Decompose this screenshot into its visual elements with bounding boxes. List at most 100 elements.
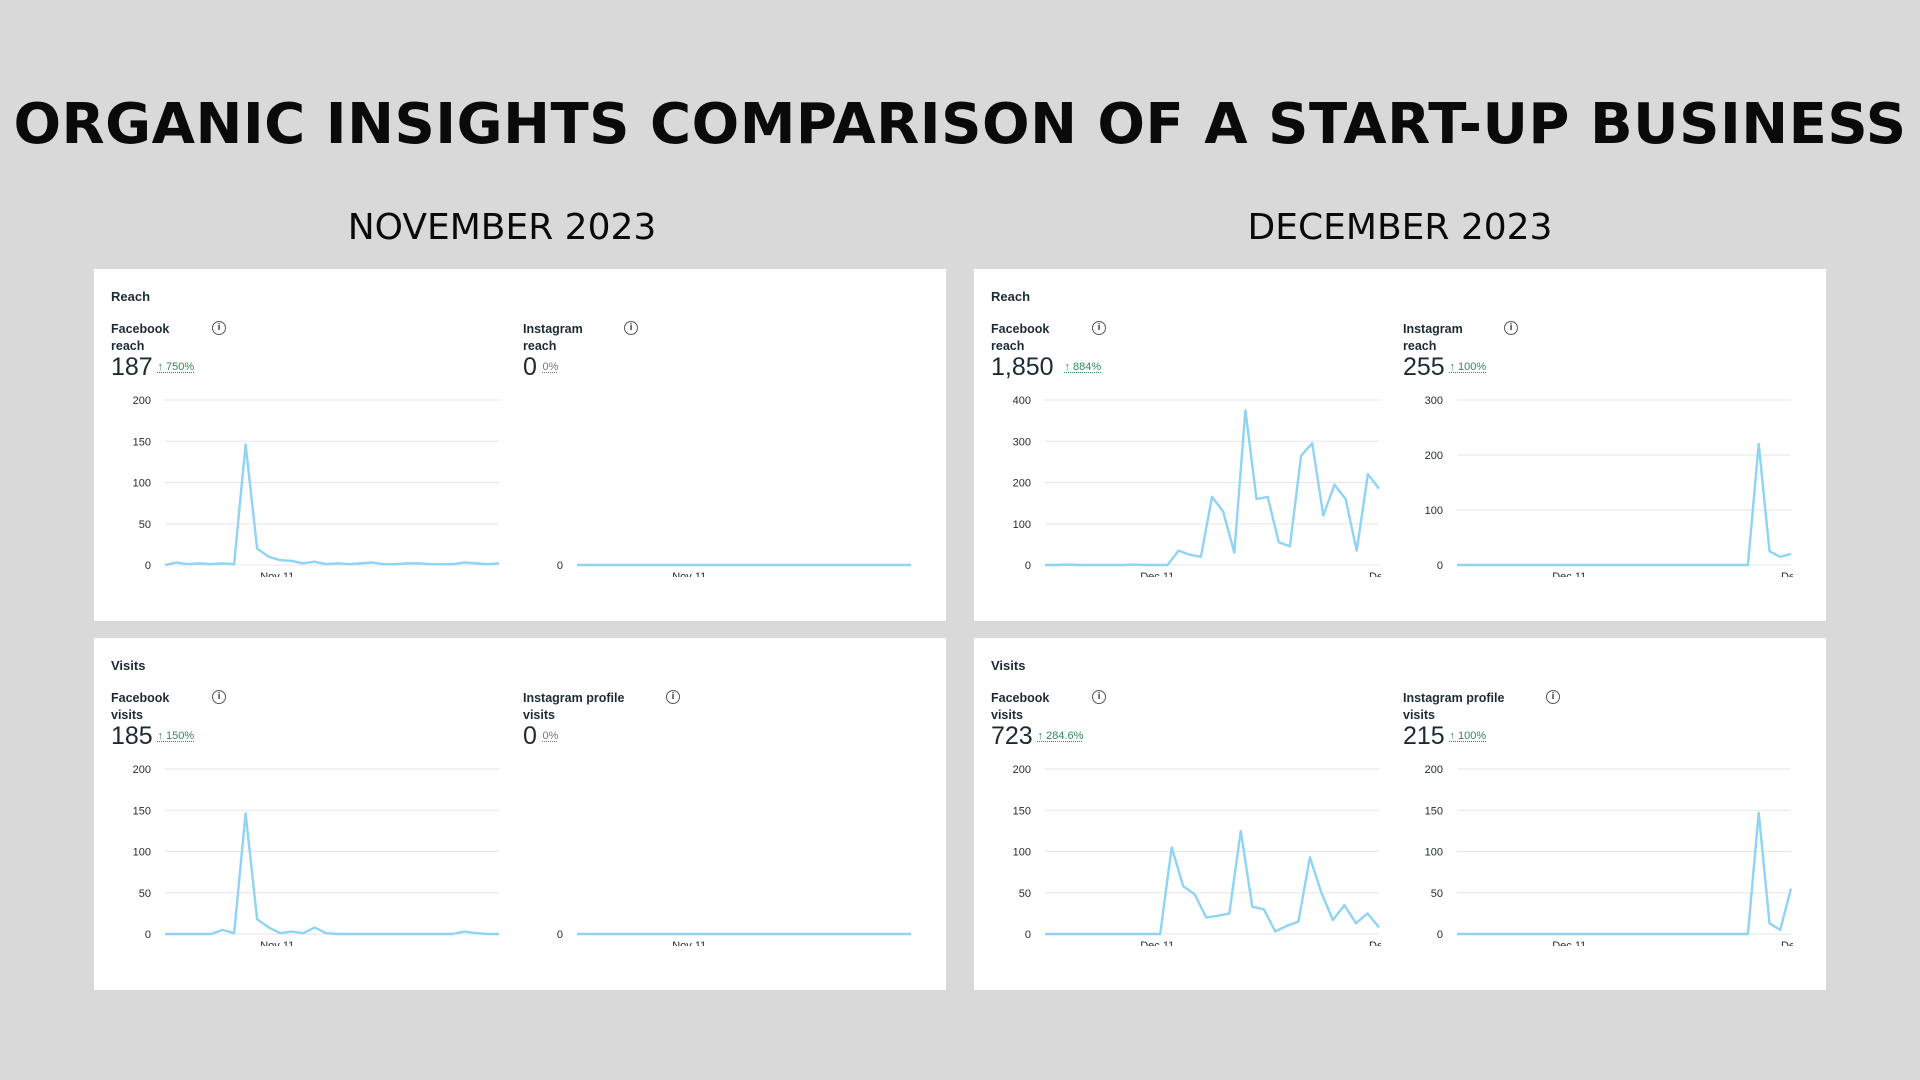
x-tick-label-end: Dec 2 [1781,571,1793,577]
section-title: Reach [111,289,151,304]
metric-value: 187 [111,353,153,381]
line-chart: 0 50 100 150 200 Nov 11 [133,395,500,577]
y-tick-label: 50 [1431,888,1443,900]
line-chart: 0 50 100 150 200 Nov 11 [133,764,500,946]
line-chart: 0 Nov 11 [557,560,912,577]
y-tick-label: 100 [133,478,151,490]
y-tick-label: 100 [1425,505,1443,517]
x-tick-label: Dec 11 [1140,571,1174,577]
visits-panel-december: Visits Facebook visits i 723 ↑ 284.6% 0 50 100 1… [974,638,1826,990]
metric-value: 1,850 [991,353,1054,381]
line-chart: 0 50 100 150 200 Dec 11 Dec 2 [1013,764,1381,946]
x-tick-label-end: Dec 2 [1369,940,1381,946]
line-chart: 0 100 200 300 Dec 11 Dec 2 [1425,395,1793,577]
change-badge: ↑ 100% [1449,361,1487,373]
y-tick-label: 200 [1013,764,1031,776]
y-tick-label: 0 [1437,929,1443,941]
info-icon[interactable]: i [212,321,226,335]
series-line [1045,409,1380,567]
metric-label: Instagram reach [1403,322,1463,353]
y-tick-label: 200 [1013,478,1031,490]
metric-label: Facebook visits [111,691,170,722]
change-badge: ↑ 150% [157,730,195,742]
month-title-november: NOVEMBER 2023 [347,207,657,248]
y-tick-label: 100 [1425,847,1443,859]
change-badge: 0% [542,361,559,373]
series-line [164,443,500,567]
line-chart: 0 50 100 150 200 Dec 11 Dec 2 [1425,764,1793,946]
change-badge: 0% [542,730,559,742]
x-tick-label: Nov 11 [672,940,706,946]
change-badge: ↑ 884% [1064,361,1102,373]
month-title-december: DECEMBER 2023 [1247,207,1553,248]
metric-label: Facebook visits [991,691,1050,722]
line-chart: 0 Nov 11 [557,929,912,946]
y-tick-label: 0 [557,560,563,572]
y-tick-label: 400 [1013,395,1031,407]
y-tick-label: 0 [1025,560,1031,572]
line-chart: 0 100 200 300 400 Dec 11 Dec 2 [1013,395,1381,577]
info-icon[interactable]: i [1546,690,1560,704]
series-line [1045,829,1380,936]
metric-value: 723 [991,722,1033,750]
metric-label: Instagram profile visits [1403,691,1505,722]
y-tick-label: 100 [1013,519,1031,531]
section-title: Visits [991,658,1026,673]
page-title: ORGANIC INSIGHTS COMPARISON OF A START-U… [13,92,1907,157]
y-tick-label: 0 [1025,929,1031,941]
metric-value: 215 [1403,722,1445,750]
change-badge: ↑ 750% [157,361,195,373]
x-tick-label: Dec 11 [1140,940,1174,946]
y-tick-label: 200 [133,764,151,776]
y-tick-label: 200 [1425,450,1443,462]
series-line [1457,442,1792,567]
x-tick-label: Nov 11 [672,571,706,577]
y-tick-label: 0 [145,560,151,572]
metric-label: Facebook reach [111,322,170,353]
metric-label: Instagram reach [523,322,583,353]
y-tick-label: 0 [1437,560,1443,572]
change-badge: ↑ 100% [1449,730,1487,742]
metric-value: 185 [111,722,153,750]
x-tick-label: Dec 11 [1552,571,1586,577]
info-icon[interactable]: i [624,321,638,335]
y-tick-label: 150 [1013,805,1031,817]
metric-value: 0 [523,353,537,381]
y-tick-label: 0 [557,929,563,941]
x-tick-label-end: Dec 2 [1369,571,1381,577]
series-line [165,812,499,936]
x-tick-label: Dec 11 [1552,940,1586,946]
x-tick-label: Nov 11 [260,940,294,946]
info-icon[interactable]: i [1092,690,1106,704]
info-icon[interactable]: i [1504,321,1518,335]
reach-panel-december: Reach Facebook reach i 1,850 ↑ 884% 0 100 200 30… [974,269,1826,621]
section-title: Visits [111,658,146,673]
y-tick-label: 200 [1425,764,1443,776]
y-tick-label: 300 [1425,395,1443,407]
metric-value: 0 [523,722,537,750]
y-tick-label: 0 [145,929,151,941]
y-tick-label: 100 [133,847,151,859]
y-tick-label: 150 [133,805,151,817]
x-tick-label: Nov 11 [260,571,294,577]
info-icon[interactable]: i [666,690,680,704]
y-tick-label: 300 [1013,436,1031,448]
y-tick-label: 100 [1013,847,1031,859]
y-tick-label: 50 [139,888,151,900]
info-icon[interactable]: i [1092,321,1106,335]
y-tick-label: 200 [133,395,151,407]
metric-label: Facebook reach [991,322,1050,353]
reach-panel-november: Reach Facebook reach i 187 ↑ 750% 0 50 100 150 20… [94,269,946,621]
metric-label: Instagram profile visits [523,691,625,722]
visits-panel-november: Visits Facebook visits i 185 ↑ 150% 0 50 100 150… [94,638,946,990]
y-tick-label: 150 [133,436,151,448]
info-icon[interactable]: i [212,690,226,704]
y-tick-label: 50 [1019,888,1031,900]
metric-value: 255 [1403,353,1445,381]
section-title: Reach [991,289,1031,304]
x-tick-label-end: Dec 2 [1781,940,1793,946]
y-tick-label: 150 [1425,805,1443,817]
series-line [1457,811,1793,936]
change-badge: ↑ 284.6% [1037,730,1084,742]
y-tick-label: 50 [139,519,151,531]
